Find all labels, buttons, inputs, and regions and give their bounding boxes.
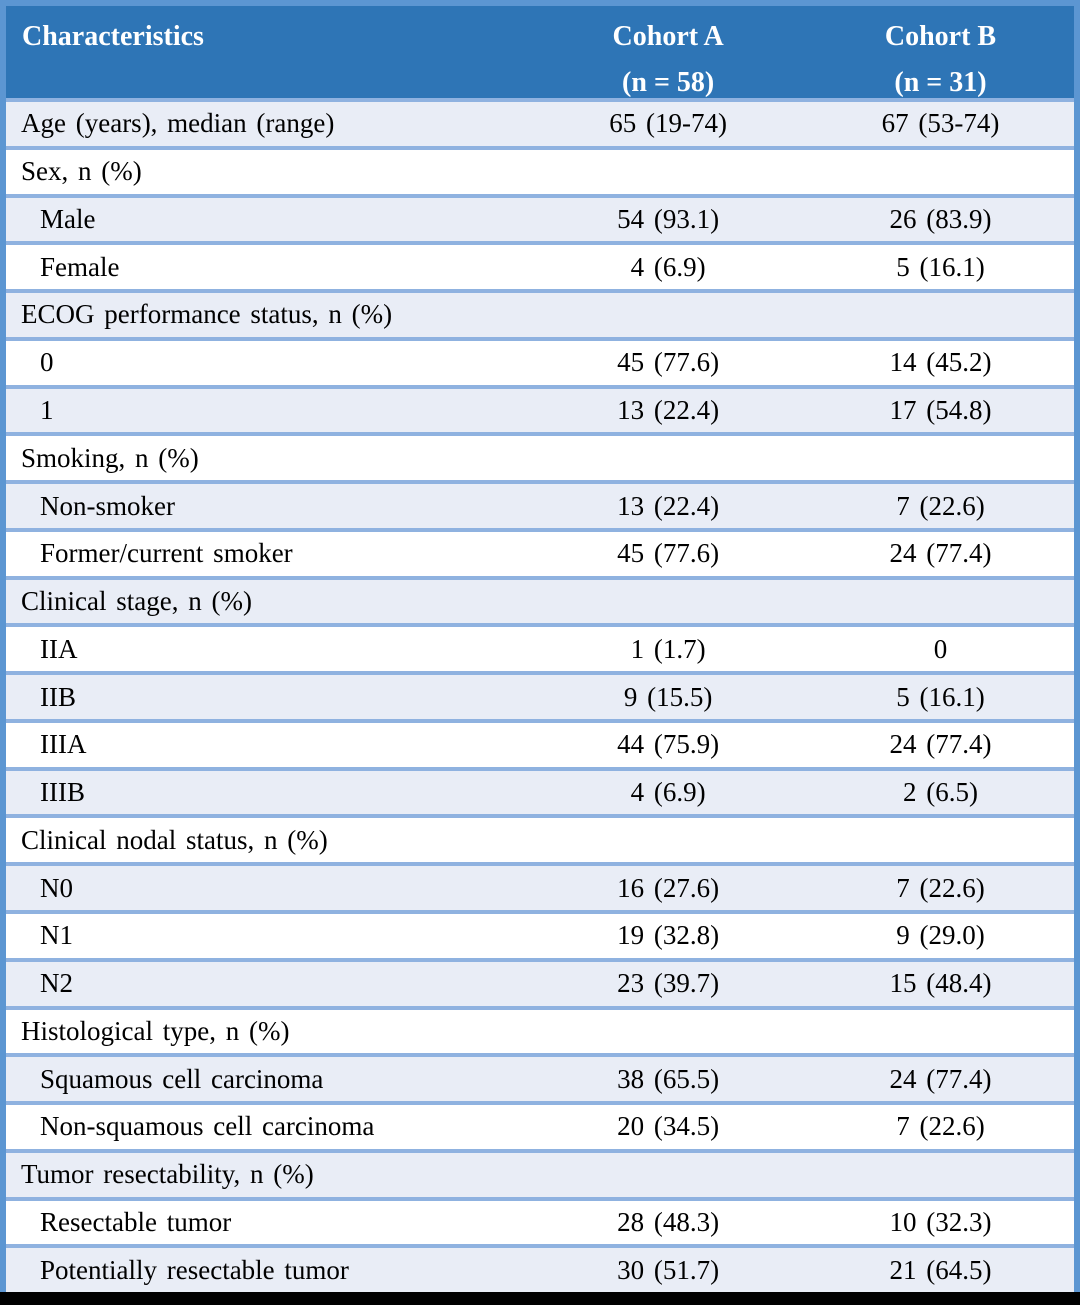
row-label: IIB: [40, 681, 76, 712]
table-row: Potentially resectable tumor 30 (51.7) 21 …: [6, 1244, 1074, 1293]
row-label: Non-smoker: [40, 490, 175, 521]
cohort-b-value: 24 (77.4): [889, 538, 992, 569]
table-row: IIIB 4 (6.9) 2 (6.5): [6, 766, 1074, 815]
cohort-a-value: 1 (1.7): [630, 633, 706, 664]
cohort-b-value: 10 (32.3): [889, 1206, 992, 1237]
cohort-a-value: 38 (65.5): [617, 1063, 720, 1094]
row-label: N0: [40, 872, 73, 903]
row-label: IIIA: [40, 729, 87, 760]
row-label: N1: [40, 920, 73, 951]
table-row: Resectable tumor 28 (48.3) 10 (32.3): [6, 1196, 1074, 1245]
row-label: Tumor resectability, n (%): [21, 1159, 314, 1190]
row-label: Former/current smoker: [40, 538, 293, 569]
table-row: Non-smoker 13 (22.4) 7 (22.6): [6, 480, 1074, 528]
cohort-b-value: 5 (16.1): [896, 251, 985, 282]
cohort-b-value: 2 (6.5): [902, 777, 978, 808]
row-label: Non-squamous cell carcinoma: [40, 1111, 375, 1142]
table-row: Sex, n (%): [6, 145, 1074, 194]
header-cohort-b-n: (n = 31): [894, 67, 987, 98]
row-label: Female: [40, 251, 120, 282]
cohort-b-value: 14 (45.2): [889, 347, 992, 378]
table-row: 1 13 (22.4) 17 (54.8): [6, 384, 1074, 433]
row-label: Clinical stage, n (%): [21, 586, 252, 617]
row-label: Squamous cell carcinoma: [40, 1063, 324, 1094]
table-row: Female 4 (6.9) 5 (16.1): [6, 241, 1074, 290]
cohort-b-value: 67 (53-74): [881, 108, 1000, 139]
row-label: Age (years), median (range): [21, 108, 335, 139]
row-label: Smoking, n (%): [21, 442, 199, 473]
cohort-a-value: 54 (93.1): [617, 203, 720, 234]
header-cohort-a-title: Cohort A: [612, 21, 724, 52]
row-label: Sex, n (%): [21, 156, 142, 187]
table-row: Former/current smoker 45 (77.6) 24 (77.4): [6, 527, 1074, 576]
cohort-b-value: 26 (83.9): [889, 203, 992, 234]
header-cohort-a-n: (n = 58): [622, 67, 715, 98]
cohort-b-value: 17 (54.8): [889, 394, 992, 425]
cohort-b-value: 9 (29.0): [896, 920, 985, 951]
table-row: Non-squamous cell carcinoma 20 (34.5) 7 (2…: [6, 1101, 1074, 1149]
table-row: Clinical nodal status, n (%): [6, 814, 1074, 863]
row-label: IIA: [40, 633, 78, 664]
row-label: 0: [40, 347, 54, 378]
table-row: 0 45 (77.6) 14 (45.2): [6, 336, 1074, 385]
cohort-a-value: 16 (27.6): [617, 872, 720, 903]
header-characteristics: Characteristics: [22, 21, 204, 52]
table-row: Histological type, n (%): [6, 1005, 1074, 1054]
cohort-b-value: 15 (48.4): [889, 968, 992, 999]
cohort-b-value: 7 (22.6): [896, 872, 985, 903]
cohort-b-value: 24 (77.4): [889, 729, 992, 760]
header-cohort-b-title: Cohort B: [884, 21, 997, 52]
table-row: N2 23 (39.7) 15 (48.4): [6, 957, 1074, 1006]
row-label: N2: [40, 968, 73, 999]
row-label: Resectable tumor: [40, 1206, 232, 1237]
table-row: Clinical stage, n (%): [6, 575, 1074, 624]
cohort-b-value: 21 (64.5): [889, 1254, 992, 1285]
cohort-a-value: 23 (39.7): [617, 968, 720, 999]
cohort-b-value: 24 (77.4): [889, 1063, 992, 1094]
row-label: 1: [40, 394, 54, 425]
row-label: ECOG performance status, n (%): [21, 299, 393, 330]
row-label: Male: [40, 203, 96, 234]
cohort-a-value: 45 (77.6): [617, 347, 720, 378]
table-row: IIA 1 (1.7) 0: [6, 623, 1074, 672]
table-row: Smoking, n (%): [6, 432, 1074, 481]
header-cohort-b: Cohort B (n = 31): [807, 6, 1074, 98]
table-row: Age (years), median (range) 65 (19-74) 67 …: [6, 98, 1074, 146]
header-cohort-a: Cohort A (n = 58): [529, 6, 807, 98]
cohort-a-value: 30 (51.7): [617, 1254, 720, 1285]
table-row: IIB 9 (15.5) 5 (16.1): [6, 671, 1074, 719]
cohort-a-value: 19 (32.8): [617, 920, 720, 951]
cohort-b-value: 0: [933, 633, 948, 664]
row-label: Clinical nodal status, n (%): [21, 824, 328, 855]
row-label: IIIB: [40, 777, 85, 808]
cohort-b-value: 7 (22.6): [896, 490, 985, 521]
cohort-a-value: 4 (6.9): [630, 251, 706, 282]
cohort-a-value: 28 (48.3): [617, 1206, 720, 1237]
cohort-a-value: 9 (15.5): [623, 681, 713, 712]
table-body: Age (years), median (range) 65 (19-74) 67 …: [6, 98, 1074, 1293]
cohort-b-value: 7 (22.6): [896, 1111, 985, 1142]
table-row: Tumor resectability, n (%): [6, 1148, 1074, 1197]
table-row: Squamous cell carcinoma 38 (65.5) 24 (77.4…: [6, 1053, 1074, 1102]
table-row: N0 16 (27.6) 7 (22.6): [6, 862, 1074, 911]
table-header-row: Characteristics Cohort A (n = 58) Cohort…: [6, 6, 1074, 98]
cohort-a-value: 65 (19-74): [609, 108, 728, 139]
cohort-a-value: 20 (34.5): [617, 1111, 720, 1142]
table-row: ECOG performance status, n (%): [6, 289, 1074, 337]
cohort-b-value: 5 (16.1): [896, 681, 985, 712]
row-label: Potentially resectable tumor: [40, 1254, 349, 1285]
table-row: IIIA 44 (75.9) 24 (77.4): [6, 718, 1074, 767]
cohort-a-value: 13 (22.4): [617, 394, 720, 425]
cohort-a-value: 45 (77.6): [617, 538, 720, 569]
row-label: Histological type, n (%): [21, 1015, 290, 1046]
cohort-a-value: 4 (6.9): [630, 777, 706, 808]
table-row: Male 54 (93.1) 26 (83.9): [6, 193, 1074, 242]
cohort-a-value: 13 (22.4): [617, 490, 720, 521]
table-row: N1 19 (32.8) 9 (29.0): [6, 910, 1074, 958]
cohort-a-value: 44 (75.9): [617, 729, 720, 760]
